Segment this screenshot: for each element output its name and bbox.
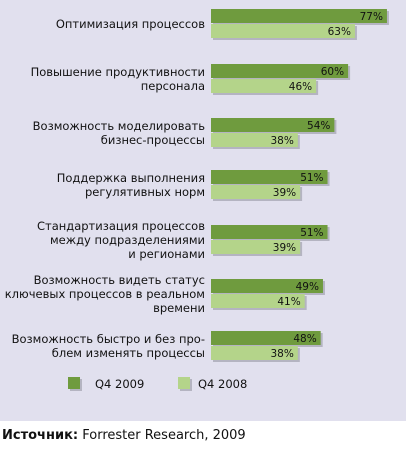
bar-value-label: 60% <box>321 66 344 78</box>
bar-q4-2009 <box>211 279 323 293</box>
bar-q4-2008 <box>211 240 301 254</box>
bar-q4-2008 <box>211 133 298 147</box>
category-label: Оптимизация процессов <box>56 17 205 31</box>
bar-q4-2009 <box>211 331 321 345</box>
category-label: блем изменять процессы <box>52 346 205 360</box>
legend: Q4 2009 Q4 2008 <box>68 377 247 391</box>
bar-value-label: 38% <box>270 348 293 360</box>
bar-q4-2009 <box>211 118 335 132</box>
category-label: Возможность видеть статус <box>34 273 205 287</box>
bar-value-label: 48% <box>293 333 316 345</box>
category-label: бизнес-процессы <box>101 133 205 147</box>
bar-value-label: 39% <box>273 187 296 199</box>
category-label: и регионами <box>128 247 205 261</box>
bar-q4-2008 <box>211 79 317 93</box>
legend-swatch <box>68 377 80 389</box>
category-label: между подразделениями <box>50 233 205 247</box>
bar-value-label: 77% <box>360 11 383 23</box>
bar-value-label: 46% <box>289 81 312 93</box>
bar-value-label: 51% <box>300 227 323 239</box>
category-labels-layer: Оптимизация процессов Повышение продуктив… <box>5 17 205 360</box>
bar-q4-2008 <box>211 185 301 199</box>
bar-q4-2009 <box>211 170 328 184</box>
category-label: регулятивных норм <box>85 185 205 199</box>
legend-label: Q4 2009 <box>95 377 144 391</box>
source-label: Источник: <box>2 428 79 443</box>
category-label: Стандартизация процессов <box>37 219 205 233</box>
category-label: персонала <box>141 79 205 93</box>
bar-q4-2009 <box>211 225 328 239</box>
bar-q4-2008 <box>211 24 355 38</box>
legend-label: Q4 2008 <box>198 377 247 391</box>
bar-q4-2009 <box>211 9 387 23</box>
bar-value-label: 38% <box>270 135 293 147</box>
bar-chart: 77%63%60%46%54%38%51%39%51%39%49%41%48%3… <box>5 9 389 391</box>
bars-layer: 77%63%60%46%54%38%51%39%51%39%49%41%48%3… <box>211 9 389 362</box>
bar-value-label: 41% <box>277 296 300 308</box>
bar-value-label: 39% <box>273 242 296 254</box>
bar-value-label: 49% <box>296 281 319 293</box>
source-note: Источник: Forrester Research, 2009 <box>2 428 246 443</box>
bar-q4-2008 <box>211 346 298 360</box>
category-label: ключевых процессов в реальном <box>5 287 205 301</box>
category-label: Возможность моделировать <box>33 119 206 133</box>
legend-swatch <box>178 377 190 389</box>
category-label: Повышение продуктивности <box>31 65 205 79</box>
bar-value-label: 63% <box>328 26 351 38</box>
bar-value-label: 54% <box>307 120 330 132</box>
bar-value-label: 51% <box>300 172 323 184</box>
category-label: времени <box>153 301 205 315</box>
bar-q4-2009 <box>211 64 349 78</box>
category-label: Возможность быстро и без про- <box>12 332 205 346</box>
category-label: Поддержка выполнения <box>57 171 205 185</box>
source-text: Forrester Research, 2009 <box>82 428 246 443</box>
bar-q4-2008 <box>211 294 305 308</box>
